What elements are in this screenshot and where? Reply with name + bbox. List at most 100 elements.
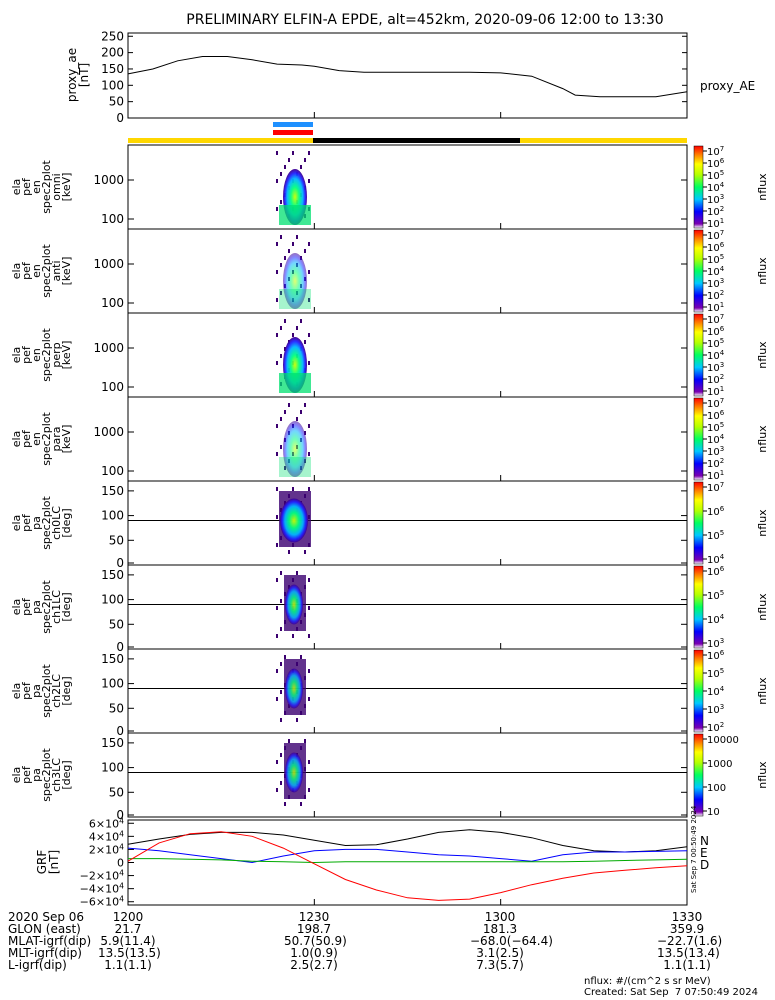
footer-value: 21.7	[114, 922, 142, 936]
spec-speckle	[292, 151, 294, 155]
spec-ytick-label: 50	[109, 785, 124, 799]
colorbar-tick-label: 103	[707, 445, 724, 458]
colorbar-tick-label: 103	[707, 637, 724, 650]
spec-speckle	[300, 410, 302, 414]
ae-frame	[127, 32, 688, 119]
spec-speckle	[296, 718, 298, 722]
spec-speckle	[280, 172, 282, 176]
colorbar-tick-label: 100	[707, 783, 726, 794]
spec-speckle	[304, 431, 306, 435]
spec-ytick-label: 150	[101, 568, 124, 582]
spec-speckle	[292, 333, 294, 337]
colorbar-tick-label: 103	[707, 277, 724, 290]
footer-value: 1300	[484, 910, 516, 924]
colorbar-label: nflux	[756, 341, 769, 369]
colorbar-tick-label: 102	[707, 457, 724, 470]
proxy-ae-panel: 250 200 150 100 50 0 proxy_ae[nT] proxy_AE	[65, 29, 755, 125]
grf-legend-E: E	[700, 846, 708, 860]
spec-speckle	[284, 802, 286, 806]
spec-speckle	[276, 669, 278, 673]
spec-frame	[127, 312, 688, 398]
spec-ytick-label: 50	[109, 533, 124, 547]
footer-value: 2.5(2.7)	[290, 958, 338, 972]
colorbar-label: nflux	[756, 425, 769, 453]
footer-value: 198.7	[296, 922, 332, 936]
colorbar-tick-label: 105	[707, 529, 724, 542]
spec-core	[285, 584, 303, 625]
side-stamp: Sat Sep 7 00:50:49 2024	[690, 805, 698, 893]
colorbar-tick-label: 106	[707, 565, 725, 578]
spec-ylabel: elapefpaspec2plotch3LC[deg]	[10, 748, 73, 802]
spec-speckle	[276, 207, 278, 211]
colorbar-tick-label: 101	[707, 301, 724, 314]
footer-value: 5.9(11.4)	[100, 934, 156, 948]
spec-speckle	[284, 466, 286, 470]
spec-speckle	[308, 634, 310, 638]
spec-speckle	[280, 326, 282, 330]
spec-ylabel: elapefenspec2plotperp[keV]	[10, 328, 73, 382]
colorbar	[693, 397, 704, 481]
spec-ylabel: elapefenspec2plotpara[keV]	[10, 412, 73, 466]
colorbar	[693, 733, 704, 817]
colorbar-tick-label: 101	[707, 217, 724, 230]
colorbar-tick-label: 104	[707, 433, 725, 446]
ae-ylabel: proxy_ae[nT]	[65, 48, 91, 102]
grf-series-line	[127, 847, 688, 864]
spec-ytick-label: 100	[101, 677, 124, 691]
spec-speckle	[308, 424, 310, 428]
spec-speckle	[276, 361, 278, 365]
footer-value: 50.7(50.9)	[284, 934, 347, 948]
spec-speckle	[280, 718, 282, 722]
spec-panel-omni: 1000100elapefenspec2plotomni[keV]1071061…	[10, 144, 769, 230]
spec-ytick-label: 0	[116, 556, 124, 570]
spec-panel-perp: 1000100elapefenspec2plotperp[keV]1071061…	[10, 312, 769, 398]
spec-speckle	[280, 571, 282, 575]
spec-ytick-label: 0	[116, 640, 124, 654]
spec-speckle	[308, 242, 310, 246]
spec-frame	[127, 228, 688, 314]
spec-speckle	[280, 235, 282, 239]
spec-ytick-label: 0	[116, 808, 124, 822]
spec-ylabel: elapefpaspec2plotch0LC[deg]	[10, 496, 73, 550]
spec-speckle	[276, 242, 278, 246]
spec-ytick-label: 100	[101, 464, 124, 478]
spec-speckle	[304, 550, 306, 554]
spec-ytick-label: 100	[101, 761, 124, 775]
spec-speckle	[276, 424, 278, 428]
colorbar	[693, 229, 704, 313]
spec-speckle	[308, 697, 310, 701]
spec-speckle	[284, 655, 286, 659]
footer-label-0: 2020 Sep 06	[8, 910, 85, 924]
spec-speckle	[308, 179, 310, 183]
spec-speckle	[304, 403, 306, 407]
spec-speckle	[300, 802, 302, 806]
spec-speckle	[280, 263, 282, 267]
spec-speckle	[276, 179, 278, 183]
colorbar-tick-label: 104	[707, 553, 725, 566]
colorbar-label: nflux	[756, 257, 769, 285]
spec-ytick-label: 1000	[93, 425, 124, 439]
science-bar-red	[273, 130, 313, 135]
footer-value: 13.5(13.4)	[657, 946, 720, 960]
ae-ytick-label: 50	[109, 95, 124, 109]
footer-value: 1330	[671, 910, 703, 924]
spec-ylabel: elapefenspec2plotanti[keV]	[10, 244, 73, 298]
spec-speckle	[276, 515, 278, 519]
spec-low-energy	[279, 205, 311, 225]
spec-panel-anti: 1000100elapefenspec2plotanti[keV]1071061…	[10, 228, 769, 314]
spec-speckle	[288, 158, 290, 162]
spec-speckle	[280, 627, 282, 631]
colorbar-tick-label: 107	[707, 229, 724, 242]
spec-speckle	[284, 410, 286, 414]
spec-ytick-label: 1000	[93, 257, 124, 271]
footer-value: −22.7(1.6)	[657, 934, 723, 948]
grf-ytick-label: −2×104	[80, 869, 124, 883]
spec-speckle	[280, 662, 282, 666]
grf-ytick-label: 6×104	[89, 816, 124, 830]
grf-legend-N: N	[700, 834, 709, 848]
spec-speckle	[304, 340, 306, 344]
colorbar	[693, 565, 704, 649]
spec-speckle	[276, 578, 278, 582]
spec-speckle	[276, 333, 278, 337]
spec-speckle	[308, 487, 310, 491]
